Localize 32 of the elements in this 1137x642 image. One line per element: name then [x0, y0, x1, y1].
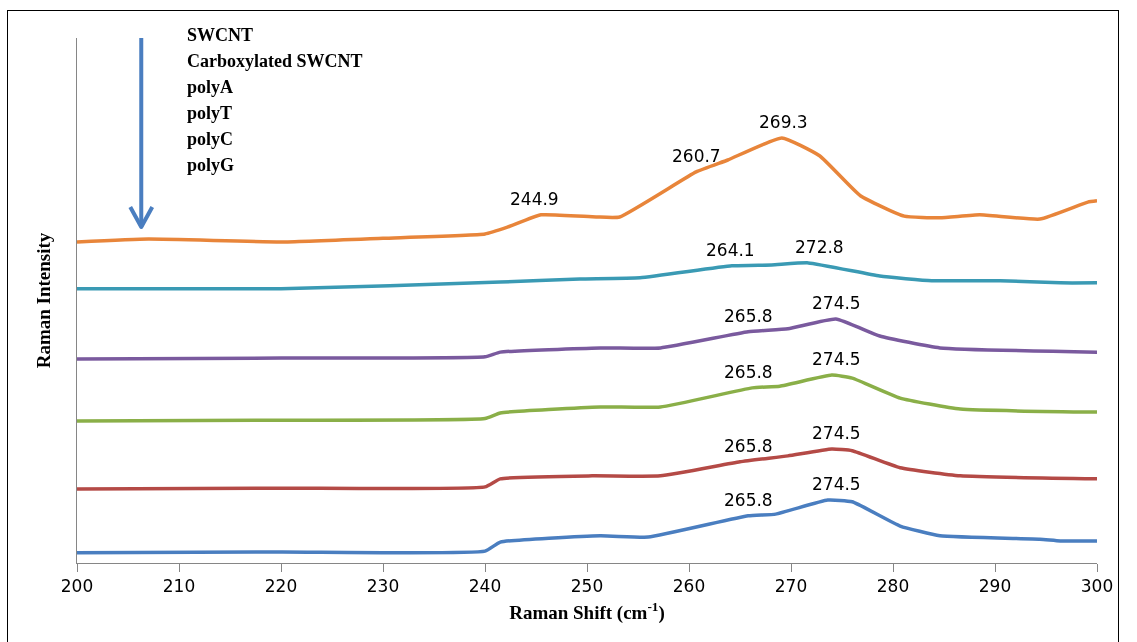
text: polyT: [187, 103, 233, 123]
annotation: polyC: [187, 129, 234, 149]
x-tick-label: 220: [264, 576, 298, 597]
text: polyA: [187, 77, 234, 97]
annotation: 274.5: [812, 474, 861, 494]
annotation: 274.5: [812, 349, 861, 369]
x-tick-label: 250: [570, 576, 604, 597]
x-tick-label: 290: [978, 576, 1012, 597]
annotation: 260.7: [672, 146, 721, 166]
y-axis-title: Raman Intensity: [32, 232, 54, 369]
x-tick-label: 270: [774, 576, 808, 597]
annotation: 265.8: [724, 490, 773, 510]
annotation: 274.5: [812, 293, 861, 313]
annotation: 272.8: [795, 237, 844, 257]
x-tick-label: 230: [366, 576, 400, 597]
annotation: 265.8: [724, 436, 773, 456]
x-tick-label: 240: [468, 576, 502, 597]
text: Carboxylated SWCNT: [187, 51, 363, 71]
x-axis-title: Raman Shift (cm$^{-1}$): [509, 599, 665, 625]
annotation: 274.5: [812, 423, 861, 443]
text: SWCNT: [187, 25, 254, 45]
x-tick-label: 300: [1080, 576, 1114, 597]
x-tick-label: 210: [162, 576, 196, 597]
annotation: 244.9: [510, 189, 559, 209]
annotation: 265.8: [724, 362, 773, 382]
annotation: polyG: [187, 155, 235, 175]
annotation: 264.1: [706, 240, 755, 260]
x-tick-label: 280: [876, 576, 910, 597]
x-tick-label: 200: [60, 576, 94, 597]
annotation: 265.8: [724, 306, 773, 326]
x-tick-label: 260: [672, 576, 706, 597]
annotation: 269.3: [759, 112, 808, 132]
